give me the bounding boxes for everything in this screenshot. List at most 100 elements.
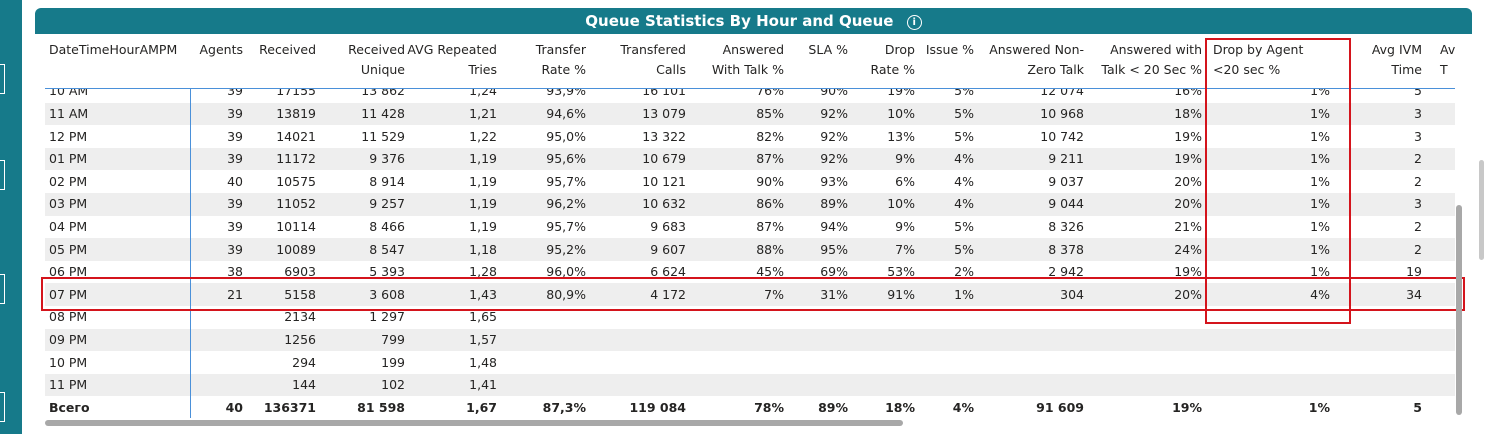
cell: 8 326 [1048,218,1084,234]
side-button[interactable] [0,160,5,190]
cell: 17155 [276,89,316,99]
column-header: Answered with Talk < 20 Sec % [1062,40,1202,80]
total-cell: 19% [1172,400,1202,415]
cell: 95,7% [546,173,586,189]
header-line: Answered [722,42,784,57]
cell: 2 [1414,218,1422,234]
cell: 95,7% [546,218,586,234]
cell: 1% [1310,151,1330,167]
cell: 1,41 [469,377,497,393]
title: Queue Statistics By Hour and Queue [585,12,894,30]
total-cell: 136371 [263,400,316,415]
header-line: Rate % [870,62,915,77]
cell: 19% [887,89,915,99]
cell: 2 [1414,241,1422,257]
header-line: Agents [199,42,243,57]
cell: 13819 [276,105,316,121]
cell: 16% [1174,89,1202,99]
cell: 1% [954,286,974,302]
cell: 9 376 [369,151,405,167]
title-bar: Queue Statistics By Hour and Queue i [35,8,1472,34]
total-cell: 87,3% [542,400,586,415]
outer-scrollbar[interactable] [1479,160,1484,260]
cell: 9 044 [1048,196,1084,212]
row-background [45,125,1455,148]
side-button[interactable] [0,64,5,94]
cell: 3 [1414,196,1422,212]
horizontal-scrollbar[interactable] [45,420,903,426]
cell: 5158 [284,286,316,302]
cell: 92% [820,105,848,121]
vertical-scrollbar[interactable] [1456,205,1462,415]
cell: 10 679 [642,151,686,167]
cell: 91% [887,286,915,302]
column-divider [190,88,191,418]
cell: 102 [381,377,405,393]
side-button[interactable] [0,274,5,304]
cell: 90% [820,89,848,99]
cell: 1% [1310,173,1330,189]
cell: 96,2% [546,196,586,212]
cell: 5% [954,128,974,144]
cell: 20% [1174,196,1202,212]
side-button[interactable] [0,392,5,422]
cell: 3 608 [369,286,405,302]
cell: 294 [292,354,316,370]
cell: 93,9% [546,89,586,99]
row-highlight [41,277,1465,311]
cell: 2134 [284,309,316,325]
cell: 03 PM [49,196,88,212]
header-line: T [1440,62,1448,77]
header-line: Rate % [541,62,586,77]
header-line: Answered Non- [989,42,1084,57]
cell: 95,6% [546,151,586,167]
cell: 1,19 [469,151,497,167]
row-background [45,102,1455,126]
table: DateTimeHourAMPM Agents Received Received Un… [45,40,1455,418]
cell: 11172 [276,151,316,167]
cell: 5% [954,89,974,99]
cell: 9% [895,218,915,234]
cell: 11 529 [361,128,405,144]
header-rule [45,88,1455,89]
cell: 19 [1406,264,1422,280]
cell: 10 PM [49,354,88,370]
row-background [45,306,1455,329]
cell: 19% [1174,128,1202,144]
column-header: Received [176,40,316,60]
row-background [45,328,1455,352]
cell: 19% [1174,264,1202,280]
cell: 1% [1310,89,1330,99]
cell: 5% [954,218,974,234]
cell: 10 121 [642,173,686,189]
cell: 1% [1310,128,1330,144]
cell: 20% [1174,173,1202,189]
header-line: Calls [656,62,686,77]
header-line: With Talk % [711,62,784,77]
cell: 45% [756,264,784,280]
info-icon[interactable]: i [906,15,922,30]
cell: 06 PM [49,264,88,280]
column-header: Transfered Calls [546,40,686,80]
cell: 12 074 [1040,89,1084,99]
header-line: Av [1440,42,1455,57]
cell: 39 [227,218,243,234]
row-background [45,147,1455,171]
cell: 1,19 [469,173,497,189]
cell: 38 [227,264,243,280]
cell: 53% [887,264,915,280]
cell: 1,19 [469,218,497,234]
header-line: Avg IVM [1371,42,1422,57]
header-line: Drop [884,42,915,57]
cell: 1% [1310,105,1330,121]
cell: 5% [954,241,974,257]
cell: 69% [820,264,848,280]
cell: 31% [820,286,848,302]
cell: 86% [756,196,784,212]
cell: 39 [227,151,243,167]
cell: 1% [1310,264,1330,280]
cell: 2 [1414,151,1422,167]
row-background [45,351,1455,374]
cell: 11 428 [361,105,405,121]
cell: 14021 [276,128,316,144]
